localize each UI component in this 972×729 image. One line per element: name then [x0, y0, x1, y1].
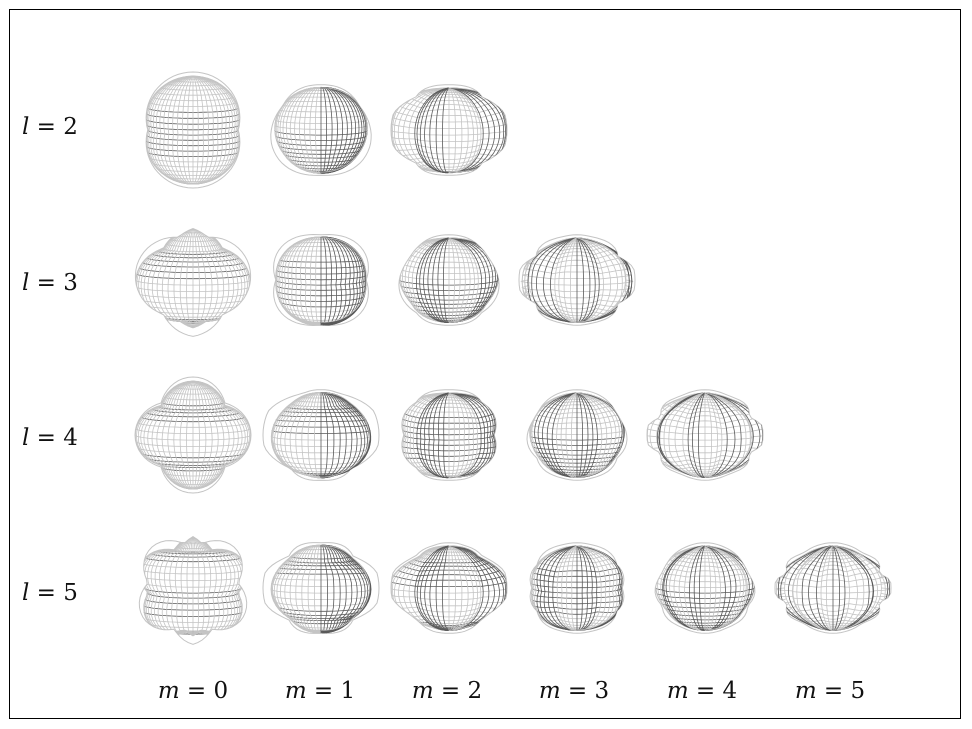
harmonic-l2-m1 — [270, 84, 372, 176]
harmonic-l3-m3 — [518, 234, 636, 326]
col-label-m3: m = 3 — [538, 678, 610, 704]
harmonic-l3-m0 — [134, 228, 252, 337]
col-label-m4: m = 4 — [666, 678, 738, 704]
col-label-m5: m = 5 — [794, 678, 866, 704]
harmonic-l3-m1 — [273, 233, 369, 327]
harmonic-l4-m1 — [262, 389, 380, 481]
harmonic-l4-m2 — [401, 389, 497, 481]
harmonic-l5-m2 — [390, 542, 508, 634]
row-label-l3: l = 3 — [22, 270, 78, 296]
harmonic-l4-m0 — [134, 376, 252, 494]
harmonic-l2-m0 — [145, 71, 241, 189]
col-label-m0: m = 0 — [157, 678, 229, 704]
harmonic-l4-m4 — [646, 389, 764, 481]
row-label-l2: l = 2 — [22, 114, 78, 140]
harmonic-l3-m2 — [398, 234, 500, 326]
harmonic-l5-m3 — [529, 542, 625, 634]
harmonic-l5-m1 — [262, 542, 380, 634]
harmonic-l2-m2 — [390, 84, 508, 176]
row-label-l4: l = 4 — [22, 425, 78, 451]
harmonic-l5-m4 — [654, 542, 756, 634]
col-label-m2: m = 2 — [411, 678, 483, 704]
harmonic-l5-m0 — [138, 536, 248, 645]
row-label-l5: l = 5 — [22, 580, 78, 606]
harmonic-l5-m5 — [774, 542, 892, 634]
harmonic-l4-m3 — [526, 389, 628, 481]
col-label-m1: m = 1 — [284, 678, 356, 704]
